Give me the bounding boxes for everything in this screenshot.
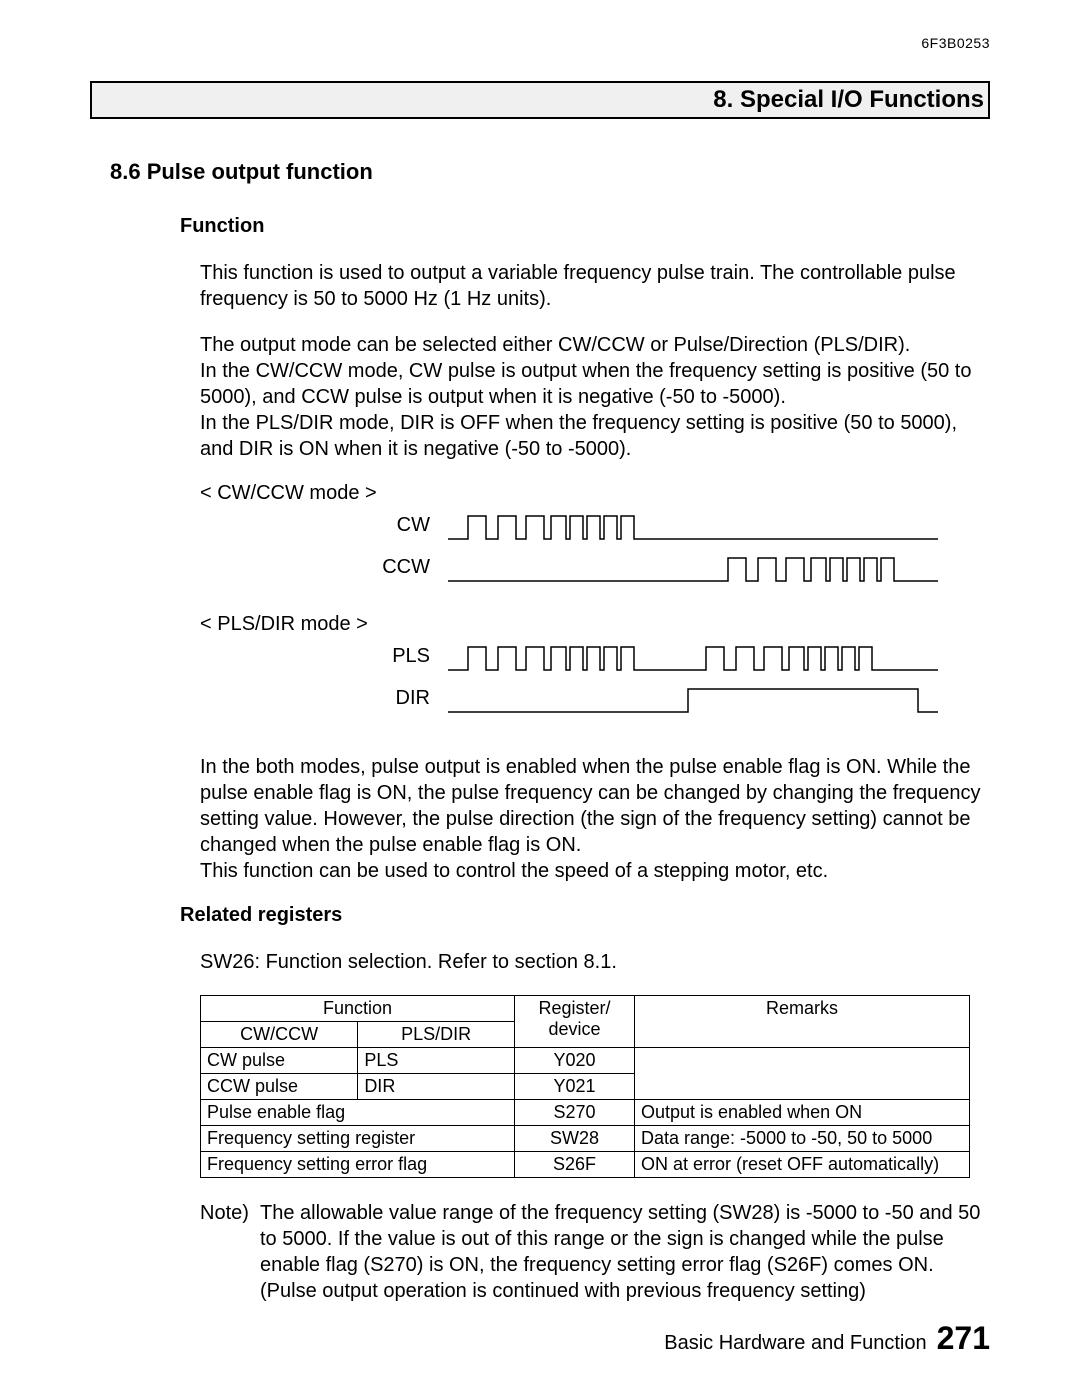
waveform-dir	[448, 684, 938, 714]
cell-plsdir: DIR	[358, 1074, 515, 1100]
th-function: Function	[201, 996, 515, 1022]
table-row: Frequency setting error flag S26F ON at …	[201, 1152, 970, 1178]
note-prefix: Note)	[200, 1200, 260, 1304]
register-table: Function Register/ device Remarks CW/CCW…	[200, 995, 970, 1178]
signal-label-ccw: CCW	[200, 556, 448, 583]
chapter-title: 8. Special I/O Functions	[713, 86, 984, 114]
th-register: Register/ device	[515, 996, 635, 1048]
cell-reg: Y021	[515, 1074, 635, 1100]
cell-reg: SW28	[515, 1126, 635, 1152]
table-row: Frequency setting register SW28 Data ran…	[201, 1126, 970, 1152]
page-footer: Basic Hardware and Function 271	[664, 1320, 990, 1357]
sw26-line: SW26: Function selection. Refer to secti…	[200, 949, 990, 975]
diagram-plsdir: < PLS/DIR mode > PLS DIR	[200, 613, 990, 714]
cell-cwccw: CCW pulse	[201, 1074, 358, 1100]
signal-row-dir: DIR	[200, 684, 990, 714]
para-2: The output mode can be selected either C…	[200, 332, 990, 358]
cell-reg: S270	[515, 1100, 635, 1126]
cell-plsdir: PLS	[358, 1048, 515, 1074]
signal-row-cw: CW	[200, 511, 990, 541]
mode-label-cwccw: < CW/CCW mode >	[200, 482, 990, 505]
note-body: The allowable value range of the frequen…	[260, 1200, 990, 1304]
cell-full: Frequency setting register	[201, 1126, 515, 1152]
para-6: This function can be used to control the…	[200, 858, 990, 884]
waveform-cw	[448, 511, 938, 541]
page: 6F3B0253 8. Special I/O Functions 8.6 Pu…	[0, 0, 1080, 1397]
cell-full: Pulse enable flag	[201, 1100, 515, 1126]
signal-row-pls: PLS	[200, 642, 990, 672]
cell-remarks: Data range: -5000 to -50, 50 to 5000	[635, 1126, 970, 1152]
note: Note) The allowable value range of the f…	[200, 1200, 990, 1304]
para-1: This function is used to output a variab…	[200, 260, 990, 312]
signal-row-ccw: CCW	[200, 553, 990, 583]
cell-reg: S26F	[515, 1152, 635, 1178]
waveform-ccw	[448, 553, 938, 583]
chapter-title-box: 8. Special I/O Functions	[90, 81, 990, 119]
th-cwccw: CW/CCW	[201, 1022, 358, 1048]
signal-label-pls: PLS	[200, 645, 448, 672]
signal-label-dir: DIR	[200, 687, 448, 714]
subhead-function: Function	[180, 215, 990, 238]
signal-label-cw: CW	[200, 514, 448, 541]
cell-cwccw: CW pulse	[201, 1048, 358, 1074]
table-header-row-1: Function Register/ device Remarks	[201, 996, 970, 1022]
cell-reg: Y020	[515, 1048, 635, 1074]
th-plsdir: PLS/DIR	[358, 1022, 515, 1048]
cell-remarks: ON at error (reset OFF automatically)	[635, 1152, 970, 1178]
footer-page-number: 271	[937, 1320, 990, 1357]
cell-full: Frequency setting error flag	[201, 1152, 515, 1178]
table-row: Pulse enable flag S270 Output is enabled…	[201, 1100, 970, 1126]
footer-label: Basic Hardware and Function	[664, 1332, 926, 1355]
subhead-registers: Related registers	[180, 904, 990, 927]
cell-remarks: Output is enabled when ON	[635, 1100, 970, 1126]
section-title: 8.6 Pulse output function	[110, 159, 990, 185]
para-4: In the PLS/DIR mode, DIR is OFF when the…	[200, 410, 990, 462]
diagram-cwccw: < CW/CCW mode > CW CCW	[200, 482, 990, 583]
doc-code: 6F3B0253	[90, 35, 990, 51]
para-5: In the both modes, pulse output is enabl…	[200, 754, 990, 858]
table-row: CW pulse PLS Y020	[201, 1048, 970, 1074]
th-remarks: Remarks	[635, 996, 970, 1048]
waveform-pls	[448, 642, 938, 672]
cell-remarks	[635, 1048, 970, 1100]
para-3: In the CW/CCW mode, CW pulse is output w…	[200, 358, 990, 410]
mode-label-plsdir: < PLS/DIR mode >	[200, 613, 990, 636]
